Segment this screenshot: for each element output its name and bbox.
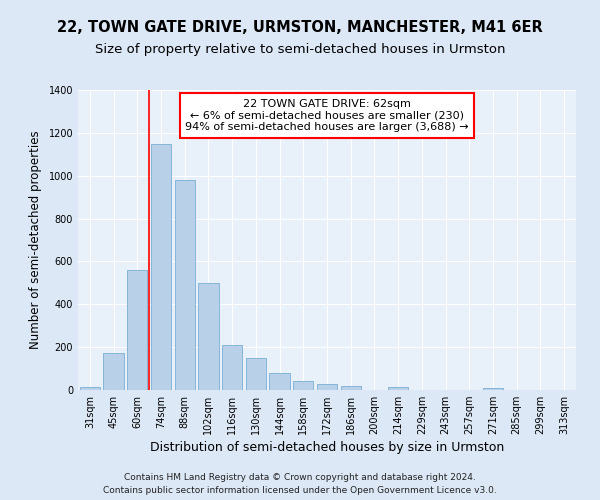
Text: 22, TOWN GATE DRIVE, URMSTON, MANCHESTER, M41 6ER: 22, TOWN GATE DRIVE, URMSTON, MANCHESTER… [57, 20, 543, 35]
Bar [151, 144, 171, 390]
Bar [175, 180, 195, 390]
Bar [246, 358, 266, 390]
Bar [341, 386, 361, 390]
Bar [317, 384, 337, 390]
Bar [483, 388, 503, 390]
Bar [293, 381, 313, 390]
Text: Contains HM Land Registry data © Crown copyright and database right 2024.: Contains HM Land Registry data © Crown c… [124, 474, 476, 482]
Bar [269, 373, 290, 390]
Bar [127, 270, 148, 390]
Text: Contains public sector information licensed under the Open Government Licence v3: Contains public sector information licen… [103, 486, 497, 495]
Bar [388, 387, 408, 390]
Bar [103, 352, 124, 390]
Bar [222, 345, 242, 390]
Y-axis label: Number of semi-detached properties: Number of semi-detached properties [29, 130, 41, 350]
Bar [199, 283, 218, 390]
Bar [80, 387, 100, 390]
X-axis label: Distribution of semi-detached houses by size in Urmston: Distribution of semi-detached houses by … [150, 442, 504, 454]
Text: 22 TOWN GATE DRIVE: 62sqm
← 6% of semi-detached houses are smaller (230)
94% of : 22 TOWN GATE DRIVE: 62sqm ← 6% of semi-d… [185, 99, 469, 132]
Text: Size of property relative to semi-detached houses in Urmston: Size of property relative to semi-detach… [95, 42, 505, 56]
